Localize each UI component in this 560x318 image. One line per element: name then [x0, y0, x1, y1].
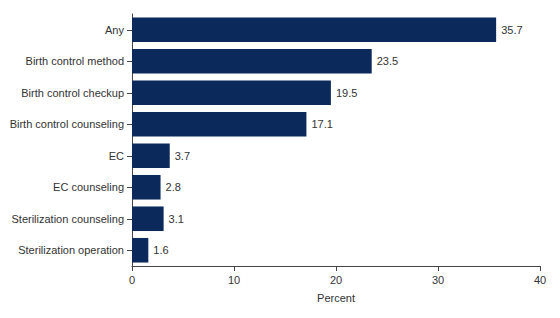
svg-text:19.5: 19.5: [336, 87, 357, 99]
svg-text:Birth control method: Birth control method: [26, 55, 124, 67]
svg-text:Birth control checkup: Birth control checkup: [21, 87, 124, 99]
svg-text:23.5: 23.5: [377, 55, 398, 67]
svg-text:EC: EC: [109, 150, 124, 162]
svg-text:2.8: 2.8: [166, 181, 181, 193]
svg-text:Sterilization operation: Sterilization operation: [18, 244, 124, 256]
svg-text:10: 10: [228, 274, 240, 286]
svg-text:Any: Any: [105, 24, 124, 36]
svg-text:3.7: 3.7: [175, 150, 190, 162]
svg-text:20: 20: [330, 274, 342, 286]
svg-text:EC counseling: EC counseling: [53, 181, 124, 193]
svg-text:35.7: 35.7: [501, 24, 522, 36]
svg-text:17.1: 17.1: [311, 118, 332, 130]
svg-text:40: 40: [534, 274, 546, 286]
svg-text:0: 0: [129, 274, 135, 286]
svg-text:Sterilization counseling: Sterilization counseling: [11, 213, 124, 225]
svg-text:30: 30: [432, 274, 444, 286]
svg-text:Birth control counseling: Birth control counseling: [10, 118, 124, 130]
svg-text:1.6: 1.6: [153, 244, 168, 256]
svg-text:3.1: 3.1: [169, 213, 184, 225]
svg-text:Percent: Percent: [317, 292, 355, 304]
